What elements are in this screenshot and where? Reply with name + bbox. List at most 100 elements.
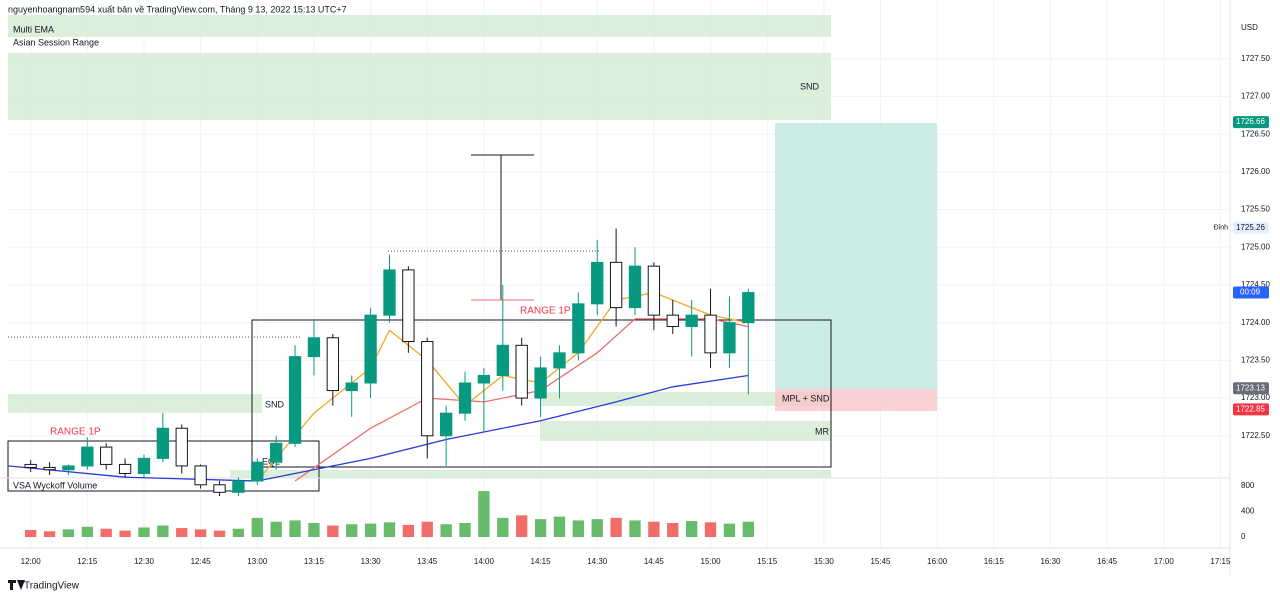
y-tick-label: 1724.00: [1241, 318, 1270, 327]
volume-bar: [176, 528, 188, 537]
candle-body: [156, 427, 170, 459]
x-tick-label: 17:15: [1210, 557, 1231, 566]
x-tick-label: 15:00: [701, 557, 722, 566]
volume-bar: [251, 517, 263, 537]
volume-bar: [270, 521, 282, 537]
volume-bar: [459, 522, 471, 537]
candle-body: [288, 356, 302, 444]
annotation: MR: [815, 426, 829, 436]
y-tick-label: 1726.00: [1241, 167, 1270, 176]
indicator-label: VSA Wyckoff Volume: [13, 480, 97, 490]
y-tick-label: 1725.00: [1241, 242, 1270, 251]
volume-bar: [478, 491, 490, 537]
range-box: [251, 319, 832, 468]
candle-body: [232, 480, 245, 493]
y-tick-label: 1723.00: [1241, 393, 1270, 402]
candle-body: [572, 303, 585, 354]
volume-bar: [553, 516, 566, 537]
x-tick-label: 14:30: [587, 557, 608, 566]
volume-bar: [62, 529, 75, 537]
volume-bar: [81, 526, 93, 537]
volume-bar: [516, 515, 528, 537]
x-tick-label: 15:30: [814, 557, 835, 566]
x-tick-label: 16:30: [1040, 557, 1061, 566]
candle-body: [666, 314, 679, 327]
y-tick-label: 1725.50: [1241, 205, 1270, 214]
volume-bar: [100, 528, 112, 537]
price-tag-label: 1725.26: [1236, 223, 1265, 232]
candle-body: [81, 446, 94, 467]
x-tick-label: 15:15: [757, 557, 778, 566]
zone: [8, 53, 831, 120]
candle-body: [496, 344, 509, 376]
x-tick-label: 14:45: [644, 557, 665, 566]
price-tag: [1233, 403, 1269, 416]
target-zone: [775, 123, 937, 389]
y-tick-label: 1726.50: [1241, 129, 1270, 138]
price-tag-label: 1722.85: [1236, 405, 1265, 414]
volume-bar: [440, 524, 452, 537]
candle-body: [591, 261, 604, 305]
candle-body: [421, 341, 434, 437]
candle-body: [62, 465, 75, 471]
candle-body: [723, 322, 736, 354]
x-tick-label: 17:00: [1154, 557, 1175, 566]
y-tick-label: 1727.00: [1241, 92, 1270, 101]
volume-bar: [308, 522, 320, 537]
price-tag: [1233, 116, 1269, 129]
price-tag: [1233, 382, 1269, 395]
candle-body: [515, 344, 528, 399]
volume-bar: [402, 524, 415, 537]
x-tick-label: 14:00: [474, 557, 495, 566]
candle-body: [609, 261, 623, 309]
candle-body: [402, 269, 415, 343]
volume-tick-label: 400: [1241, 507, 1255, 516]
x-tick-label: 16:15: [984, 557, 1005, 566]
indicator-label: Multi EMA: [13, 24, 54, 34]
x-tick-label: 12:45: [191, 557, 212, 566]
zone: [8, 15, 831, 37]
candle-body: [553, 352, 566, 369]
zone: [230, 470, 831, 478]
volume-bar: [364, 523, 377, 537]
indicator-label: Asian Session Range: [13, 37, 99, 47]
volume-bar: [346, 524, 358, 537]
price-tag: [1233, 221, 1269, 234]
volume-bar: [497, 517, 509, 537]
candle-body: [364, 314, 377, 384]
candle-body: [251, 461, 264, 482]
x-tick-label: 16:45: [1097, 557, 1118, 566]
candle-body: [345, 382, 358, 392]
candle-body: [704, 314, 717, 354]
y-tick-label: 1724.50: [1241, 280, 1270, 289]
annotation: RANGE 1P: [520, 306, 571, 317]
candle-body: [24, 463, 37, 468]
volume-bar: [534, 519, 547, 537]
annotation: SND: [800, 81, 820, 91]
countdown-tag: [1233, 286, 1269, 299]
volume-bar: [383, 522, 396, 537]
annotation: SND: [265, 399, 285, 409]
volume-bar: [723, 523, 736, 537]
volume-bar: [213, 530, 226, 537]
zone: [540, 421, 831, 441]
volume-tick-label: 800: [1241, 481, 1255, 490]
currency: USD: [1241, 23, 1258, 32]
candle-body: [100, 446, 113, 465]
candle-body: [647, 265, 661, 316]
annotation: RANGE 1P: [50, 427, 101, 438]
x-tick-label: 13:15: [304, 557, 325, 566]
volume-bar: [421, 521, 433, 537]
volume-bar: [648, 521, 660, 537]
candle-body: [628, 265, 642, 309]
volume-bar: [157, 525, 169, 537]
countdown: 00:09: [1240, 288, 1261, 297]
candle-body: [118, 463, 132, 474]
volume-bar: [704, 522, 717, 537]
candle-body: [137, 457, 151, 474]
y-tick-label: 1727.50: [1241, 54, 1270, 63]
volume-bar: [742, 521, 754, 537]
volume-bar: [629, 520, 641, 537]
